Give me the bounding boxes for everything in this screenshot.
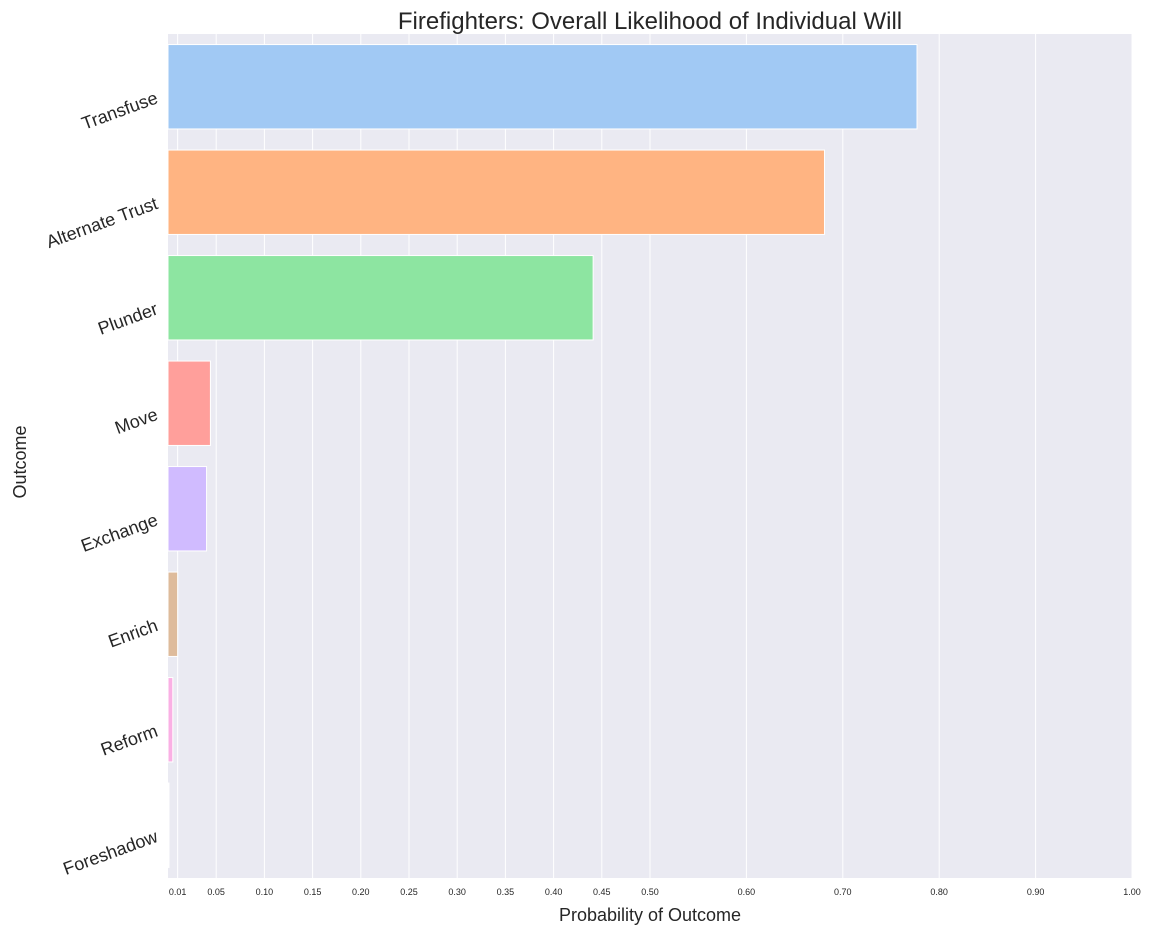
category-label: Exchange [78, 510, 160, 556]
category-label: Foreshadow [60, 826, 161, 879]
bars [167, 44, 918, 868]
category-label: Alternate Trust [44, 193, 161, 252]
x-tick-label: 0.10 [256, 887, 274, 897]
x-tick-label: 1.00 [1123, 887, 1141, 897]
category-labels: Transfuse Alternate Trust Plunder Move Excha… [44, 88, 162, 879]
bar-transfuse [167, 44, 918, 130]
x-tick-label: 0.50 [641, 887, 659, 897]
x-tick-label: 0.70 [834, 887, 852, 897]
x-tick-label: 0.60 [738, 887, 756, 897]
bar-enrich [167, 571, 179, 657]
chart-title: Firefighters: Overall Likelihood of Indi… [398, 8, 902, 35]
category-label: Reform [98, 721, 160, 760]
category-label: Move [112, 404, 160, 438]
x-tick-label: 0.05 [207, 887, 225, 897]
x-tick-label: 0.90 [1027, 887, 1045, 897]
category-label: Plunder [95, 299, 160, 339]
x-tick-label: 0.45 [593, 887, 611, 897]
bar-alternate-trust [167, 149, 825, 235]
x-tick-label: 0.25 [400, 887, 418, 897]
x-tick-label: 0.15 [304, 887, 322, 897]
x-tick-label: 0.40 [545, 887, 563, 897]
x-tick-label: 0.01 [169, 887, 187, 897]
x-tick-label: 0.80 [930, 887, 948, 897]
bar-foreshadow [167, 782, 170, 868]
bar-move [167, 360, 211, 446]
y-axis-label: Outcome [10, 425, 30, 498]
x-tick-labels: 0.01 0.05 0.10 0.15 0.20 0.25 0.30 0.35 0.40 0.45… [169, 887, 1141, 897]
bar-exchange [167, 466, 208, 552]
x-tick-label: 0.20 [352, 887, 370, 897]
category-label: Enrich [106, 615, 161, 651]
bar-plunder [167, 255, 594, 341]
x-tick-label: 0.30 [448, 887, 466, 897]
x-axis-label: Probability of Outcome [559, 905, 741, 925]
category-label: Transfuse [79, 88, 160, 134]
x-tick-label: 0.35 [497, 887, 515, 897]
bar-reform [167, 677, 174, 763]
